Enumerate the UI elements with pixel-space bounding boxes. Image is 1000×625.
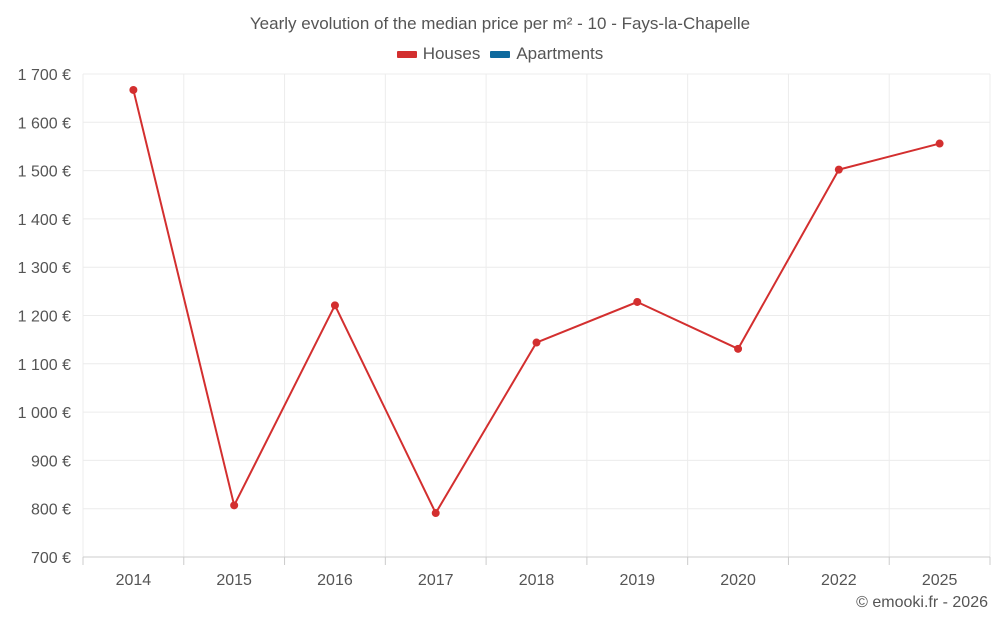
y-tick-label: 1 000 € xyxy=(18,405,71,422)
y-tick-label: 1 500 € xyxy=(18,164,71,181)
grid-layer xyxy=(82,73,991,557)
credit-text: © emooki.fr - 2026 xyxy=(856,594,988,611)
x-tick-label: 2014 xyxy=(116,572,152,589)
x-tick-label: 2018 xyxy=(519,572,555,589)
data-point-houses[interactable] xyxy=(532,338,541,347)
axis-layer: 700 € 800 € 900 € 1 000 € 1 100 € 1 200 € 1 30… xyxy=(18,67,991,589)
y-tick-label: 1 100 € xyxy=(18,357,71,374)
x-tick-label: 2019 xyxy=(619,572,655,589)
y-tick-label: 1 400 € xyxy=(18,212,71,229)
legend-label-houses: Houses xyxy=(422,44,481,63)
chart-legend: Houses Apartments xyxy=(0,44,1000,64)
data-point-houses[interactable] xyxy=(330,301,339,310)
chart-title: Yearly evolution of the median price per… xyxy=(249,14,751,33)
data-point-houses[interactable] xyxy=(129,85,138,94)
y-tick-label: 1 200 € xyxy=(18,309,71,326)
legend-item-apartments[interactable]: Apartments xyxy=(490,44,603,64)
data-point-houses[interactable] xyxy=(431,509,440,518)
data-point-houses[interactable] xyxy=(834,165,843,174)
y-tick-label: 900 € xyxy=(31,453,71,470)
legend-swatch-apartments xyxy=(490,50,511,58)
x-tick-label: 2015 xyxy=(216,572,252,589)
data-point-houses[interactable] xyxy=(734,344,743,353)
x-tick-label: 2025 xyxy=(922,572,958,589)
y-tick-label: 1 600 € xyxy=(18,115,71,132)
data-point-houses[interactable] xyxy=(633,297,642,306)
x-tick-label: 2017 xyxy=(418,572,454,589)
y-tick-label: 700 € xyxy=(31,550,71,567)
legend-item-houses[interactable]: Houses xyxy=(396,44,481,64)
x-tick-label: 2020 xyxy=(720,572,756,589)
series-layer xyxy=(129,85,944,518)
legend-swatch-houses xyxy=(396,50,417,58)
x-tick-label: 2016 xyxy=(317,572,353,589)
legend-label-apartments: Apartments xyxy=(516,44,604,63)
x-tick-label: 2022 xyxy=(821,572,857,589)
y-tick-label: 1 700 € xyxy=(18,67,71,84)
data-point-houses[interactable] xyxy=(230,501,239,510)
y-tick-label: 1 300 € xyxy=(18,260,71,277)
data-point-houses[interactable] xyxy=(935,139,944,148)
series-line-houses xyxy=(132,89,940,515)
y-tick-label: 800 € xyxy=(31,502,71,519)
